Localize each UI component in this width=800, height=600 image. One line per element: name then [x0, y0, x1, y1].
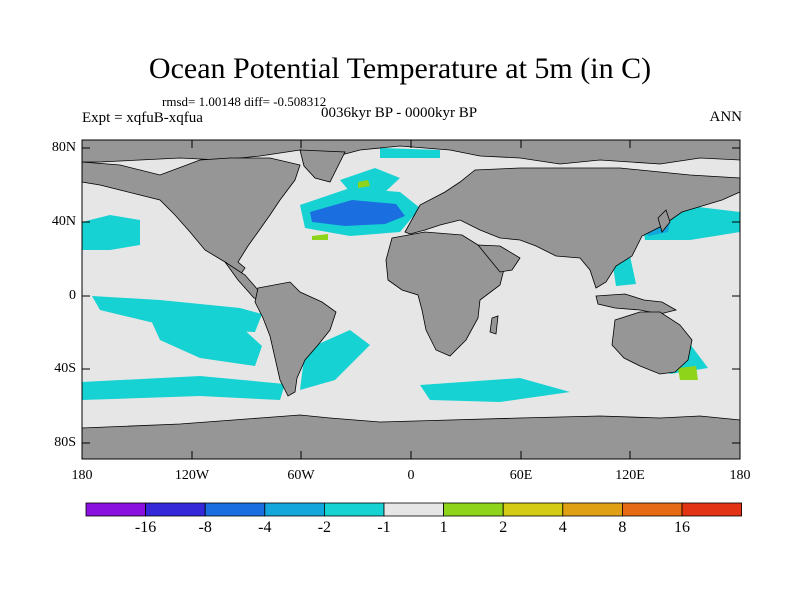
colorbar-label: -2 — [317, 519, 332, 536]
ytick-label-80s: 80S — [54, 435, 76, 450]
land-eurasia — [404, 167, 741, 289]
colorbar-swatch-10 — [622, 502, 683, 517]
xtick-label-180e: 180 — [729, 468, 751, 483]
colorbar-label: -1 — [377, 519, 391, 536]
anomaly-arctic-strip — [380, 148, 440, 158]
land-arabia — [477, 244, 521, 273]
anomaly-south-indian-band — [420, 378, 570, 402]
land-australia — [611, 311, 693, 375]
ytick-label-40n: 40N — [51, 214, 76, 229]
ytick-label-40s: 40S — [54, 361, 76, 376]
plot-title: Ocean Potential Temperature at 5m (in C) — [148, 52, 652, 85]
colorbar-swatch-8 — [502, 502, 564, 517]
land-north-america — [81, 157, 301, 276]
xtick-label-60w: 60W — [287, 468, 315, 483]
colorbar-swatch-1 — [85, 502, 146, 517]
ytick-label-0: 0 — [69, 288, 76, 303]
colorbar-label: 16 — [674, 519, 690, 536]
colorbar — [85, 502, 742, 517]
colorbar-label: -16 — [134, 519, 157, 536]
colorbar-label: 4 — [558, 519, 567, 536]
anomaly-warm-tasman — [678, 366, 698, 380]
colorbar-swatch-11 — [681, 502, 742, 517]
period-label: 0036kyr BP - 0000kyr BP — [321, 105, 478, 121]
anomaly-layer — [82, 148, 740, 402]
anomaly-east-pacific-band — [92, 296, 262, 332]
colorbar-swatch-9 — [562, 502, 623, 517]
xtick-label-120w: 120W — [174, 468, 210, 483]
colorbar-label: 2 — [499, 519, 508, 536]
experiment-label: Expt = xqfuB-xqfua — [82, 110, 203, 126]
land-layer — [81, 139, 741, 460]
anomaly-north-atlantic-core — [310, 200, 405, 226]
colorbar-swatch-6 — [383, 502, 444, 517]
land-greenland — [299, 149, 346, 183]
anomaly-warm-nordic — [358, 180, 370, 188]
colorbar-label: -8 — [198, 519, 212, 536]
season-label: ANN — [709, 109, 743, 125]
land-japan — [657, 209, 671, 233]
colorbar-label: 8 — [618, 519, 627, 536]
stats-label: rmsd= 1.00148 diff= -0.508312 — [162, 94, 327, 109]
ytick-label-80n: 80N — [51, 140, 76, 155]
colorbar-swatch-5 — [323, 502, 385, 517]
colorbar-swatch-3 — [204, 502, 266, 517]
land-madagascar — [489, 315, 499, 335]
axis-ticks — [81, 140, 741, 459]
xtick-label-180w: 180 — [71, 468, 93, 483]
xtick-label-120e: 120E — [615, 468, 645, 483]
colorbar-swatch-4 — [264, 502, 325, 517]
anomaly-south-pacific-band — [150, 318, 262, 366]
xtick-label-60e: 60E — [509, 468, 533, 483]
anomaly-warm-south-atlantic — [312, 234, 328, 240]
xtick-label-0: 0 — [407, 468, 415, 483]
land-south-america — [254, 281, 337, 397]
anomaly-north-pacific — [82, 215, 140, 250]
colorbar-swatch-7 — [443, 502, 504, 517]
anomaly-southern-ocean-band — [82, 376, 285, 400]
land-arctic-cap — [81, 139, 741, 165]
colorbar-label: -4 — [258, 519, 272, 536]
anomaly-nordic-seas — [340, 168, 400, 192]
land-indonesia — [595, 293, 678, 315]
colorbar-label: 1 — [439, 519, 448, 536]
colorbar-swatch-2 — [145, 502, 206, 517]
